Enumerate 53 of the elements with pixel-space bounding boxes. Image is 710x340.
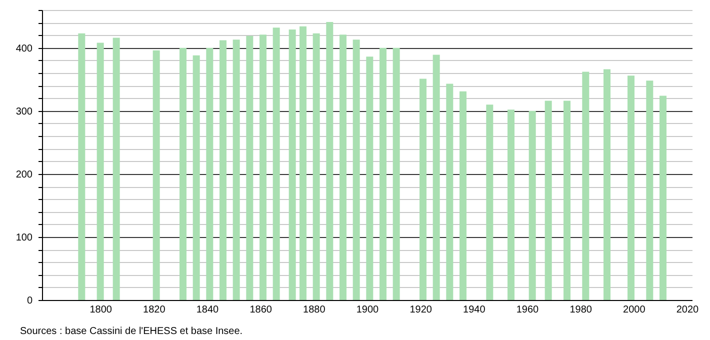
bar: [366, 56, 374, 300]
bar: [232, 40, 240, 300]
x-tick-label: 2020: [676, 304, 700, 316]
x-tick-label: 1960: [516, 304, 540, 316]
bar: [78, 33, 86, 300]
bar: [206, 48, 214, 300]
bar: [96, 42, 104, 300]
x-tick-label: 1940: [463, 304, 486, 316]
x-tick-label: 1820: [143, 304, 166, 316]
bar: [628, 76, 634, 300]
x-tick-label: 1980: [570, 304, 592, 316]
y-tick-label: 400: [16, 43, 33, 54]
bar: [312, 33, 320, 300]
bar: [246, 36, 254, 300]
bar: [352, 40, 360, 300]
bar: [420, 78, 426, 300]
x-tick-label: 1920: [410, 304, 432, 316]
bar: [272, 28, 280, 300]
bar: [112, 38, 120, 300]
y-tick-label: 200: [16, 169, 33, 180]
bar: [340, 34, 346, 300]
bar: [180, 48, 186, 300]
bar: [646, 80, 654, 300]
y-tick-label: 300: [16, 106, 33, 118]
bar: [220, 40, 226, 300]
bar: [392, 48, 400, 300]
bar: [460, 91, 466, 300]
bar: [152, 50, 160, 300]
bar: [288, 30, 296, 300]
x-tick-label: 1800: [90, 304, 112, 316]
bar: [564, 100, 570, 300]
source-note: Sources : base Cassini de l'EHESS et base Insee.: [20, 326, 243, 337]
x-tick-label: 1860: [250, 304, 272, 316]
x-tick-label: 1840: [196, 304, 220, 316]
bar: [544, 100, 552, 300]
y-tick-label: 100: [16, 232, 33, 244]
bar: [604, 69, 610, 300]
x-tick-label: 1900: [356, 304, 380, 316]
bar: [582, 72, 590, 300]
x-tick-label: 1880: [303, 304, 326, 316]
bar: [660, 96, 666, 300]
bar: [380, 48, 386, 300]
bar: [486, 104, 494, 300]
bar: [326, 22, 334, 300]
bar: [432, 54, 440, 300]
bar: [528, 110, 536, 300]
bar: [192, 55, 200, 300]
bar: [260, 34, 266, 300]
bar: [300, 26, 306, 300]
bar: [508, 110, 514, 300]
y-tick-label: 0: [26, 296, 33, 306]
x-tick-label: 2000: [623, 304, 646, 316]
bar: [446, 84, 454, 300]
